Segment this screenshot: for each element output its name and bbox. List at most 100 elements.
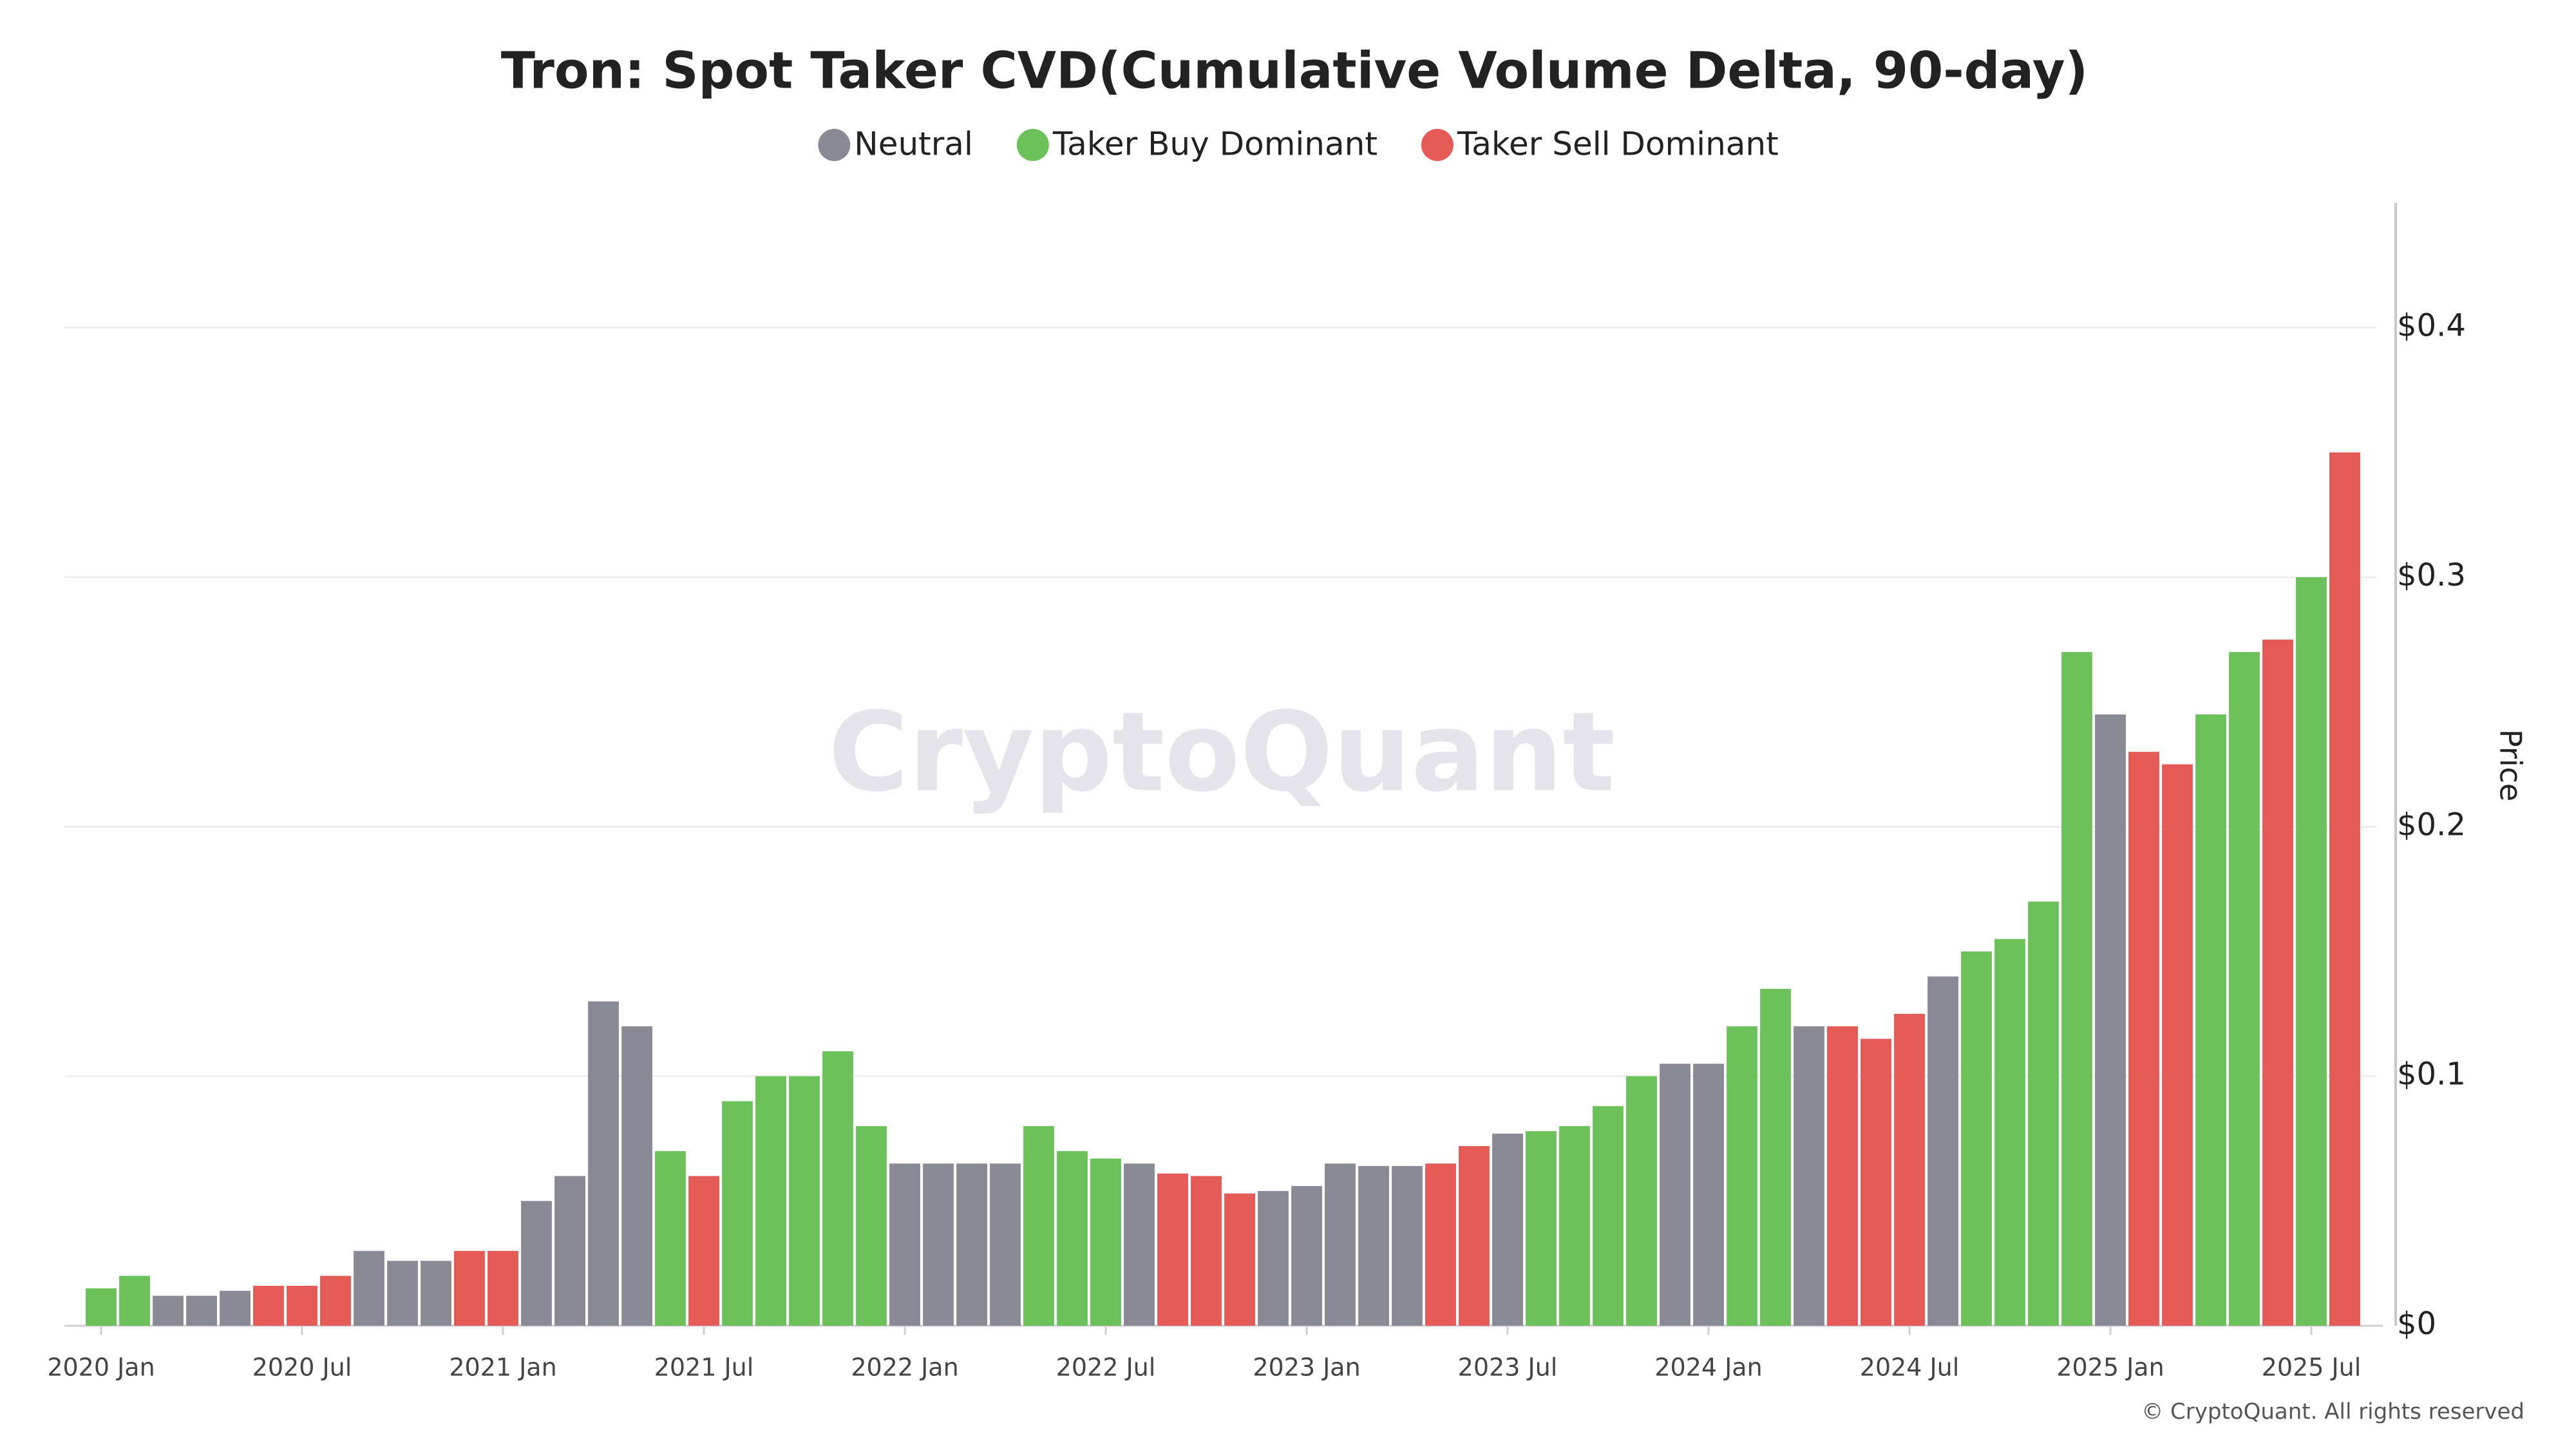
x-tick-label: 2022 Jul	[1056, 1353, 1156, 1382]
bar	[1191, 1176, 1222, 1326]
bar	[923, 1163, 954, 1326]
bar	[1291, 1186, 1322, 1326]
x-tick-label: 2023 Jul	[1458, 1353, 1558, 1382]
bar	[588, 1001, 619, 1326]
bar	[789, 1076, 820, 1326]
legend: Neutral Taker Buy Dominant Taker Sell Domi…	[818, 126, 1779, 163]
bar	[856, 1126, 887, 1326]
bar	[2262, 639, 2293, 1326]
bar	[755, 1076, 786, 1326]
bar	[1425, 1163, 1456, 1326]
chart-title: Tron: Spot Taker CVD(Cumulative Volume D…	[501, 42, 2088, 100]
legend-swatch	[1016, 129, 1049, 161]
bar	[1090, 1158, 1121, 1326]
bar	[1861, 1038, 1891, 1326]
bar	[554, 1176, 585, 1326]
y-tick-label: $0.2	[2397, 807, 2466, 843]
bar	[2329, 452, 2360, 1326]
bar	[1693, 1064, 1724, 1326]
bar	[220, 1290, 251, 1326]
bar	[488, 1250, 518, 1326]
y-axis-title: Price	[2494, 729, 2528, 801]
x-tick-label: 2020 Jan	[47, 1353, 155, 1382]
watermark: CryptoQuant	[828, 689, 1615, 816]
bar	[822, 1051, 853, 1326]
bar	[253, 1286, 284, 1326]
bar	[1593, 1106, 1624, 1326]
legend-item[interactable]: Taker Sell Dominant	[1421, 126, 1779, 163]
bar	[1459, 1146, 1490, 1326]
bar	[1224, 1193, 1255, 1326]
bar	[1894, 1013, 1925, 1326]
bar	[1794, 1026, 1824, 1326]
x-tick-label: 2023 Jan	[1253, 1353, 1360, 1382]
legend-label: Neutral	[854, 126, 973, 163]
bar	[688, 1176, 719, 1326]
bar	[1023, 1126, 1054, 1326]
bar	[1358, 1166, 1389, 1326]
bar	[1526, 1131, 1557, 1326]
y-tick-label: $0.4	[2397, 308, 2466, 344]
bar	[1626, 1076, 1657, 1326]
credit: © CryptoQuant. All rights reserved	[2141, 1399, 2524, 1425]
bar	[153, 1295, 184, 1326]
x-tick-label: 2020 Jul	[252, 1353, 352, 1382]
bar	[621, 1026, 652, 1326]
bar	[454, 1250, 485, 1326]
bar	[2128, 752, 2159, 1326]
legend-item[interactable]: Neutral	[818, 126, 973, 163]
x-tick-label: 2022 Jan	[851, 1353, 958, 1382]
bar	[287, 1286, 317, 1326]
bar	[655, 1151, 686, 1326]
bar	[2028, 901, 2059, 1326]
bar	[421, 1261, 451, 1326]
legend-swatch	[818, 129, 851, 161]
bar	[2061, 652, 2092, 1326]
y-tick-label: $0	[2397, 1306, 2436, 1342]
bar	[1392, 1166, 1423, 1326]
legend-swatch	[1421, 129, 1454, 161]
x-tick-label: 2021 Jul	[654, 1353, 754, 1382]
bar	[1124, 1163, 1155, 1326]
bar	[2229, 652, 2260, 1326]
bar	[119, 1275, 150, 1326]
bar	[2095, 714, 2126, 1326]
legend-label: Taker Buy Dominant	[1052, 126, 1378, 163]
bar	[990, 1163, 1021, 1326]
x-tick-label: 2024 Jul	[1860, 1353, 1960, 1382]
bar	[186, 1295, 217, 1326]
x-tick-label: 2025 Jul	[2262, 1353, 2362, 1382]
bar	[1258, 1190, 1289, 1326]
bar	[2162, 764, 2193, 1326]
x-tick-label: 2025 Jan	[2056, 1353, 2164, 1382]
x-tick-label: 2021 Jan	[449, 1353, 556, 1382]
bar	[2195, 714, 2226, 1326]
bar	[889, 1163, 920, 1326]
bar	[521, 1201, 552, 1326]
bar	[1927, 976, 1958, 1326]
bar	[1994, 939, 2025, 1326]
legend-item[interactable]: Taker Buy Dominant	[1016, 126, 1378, 163]
bar	[1325, 1163, 1356, 1326]
legend-label: Taker Sell Dominant	[1457, 126, 1779, 163]
bar	[956, 1163, 987, 1326]
bar	[1492, 1133, 1523, 1326]
bar	[1827, 1026, 1858, 1326]
bar	[320, 1275, 351, 1326]
y-tick-label: $0.3	[2397, 557, 2466, 593]
bar	[1660, 1064, 1690, 1326]
bar	[722, 1101, 753, 1326]
bar	[2296, 577, 2327, 1326]
bar	[1559, 1126, 1590, 1326]
bar	[86, 1288, 117, 1326]
bar	[1961, 951, 1992, 1326]
x-tick-label: 2024 Jan	[1654, 1353, 1762, 1382]
bar	[1727, 1026, 1757, 1326]
bar	[1057, 1151, 1088, 1326]
y-tick-label: $0.1	[2397, 1056, 2466, 1093]
bar	[1760, 989, 1791, 1326]
bar	[354, 1250, 384, 1326]
bar	[387, 1261, 418, 1326]
